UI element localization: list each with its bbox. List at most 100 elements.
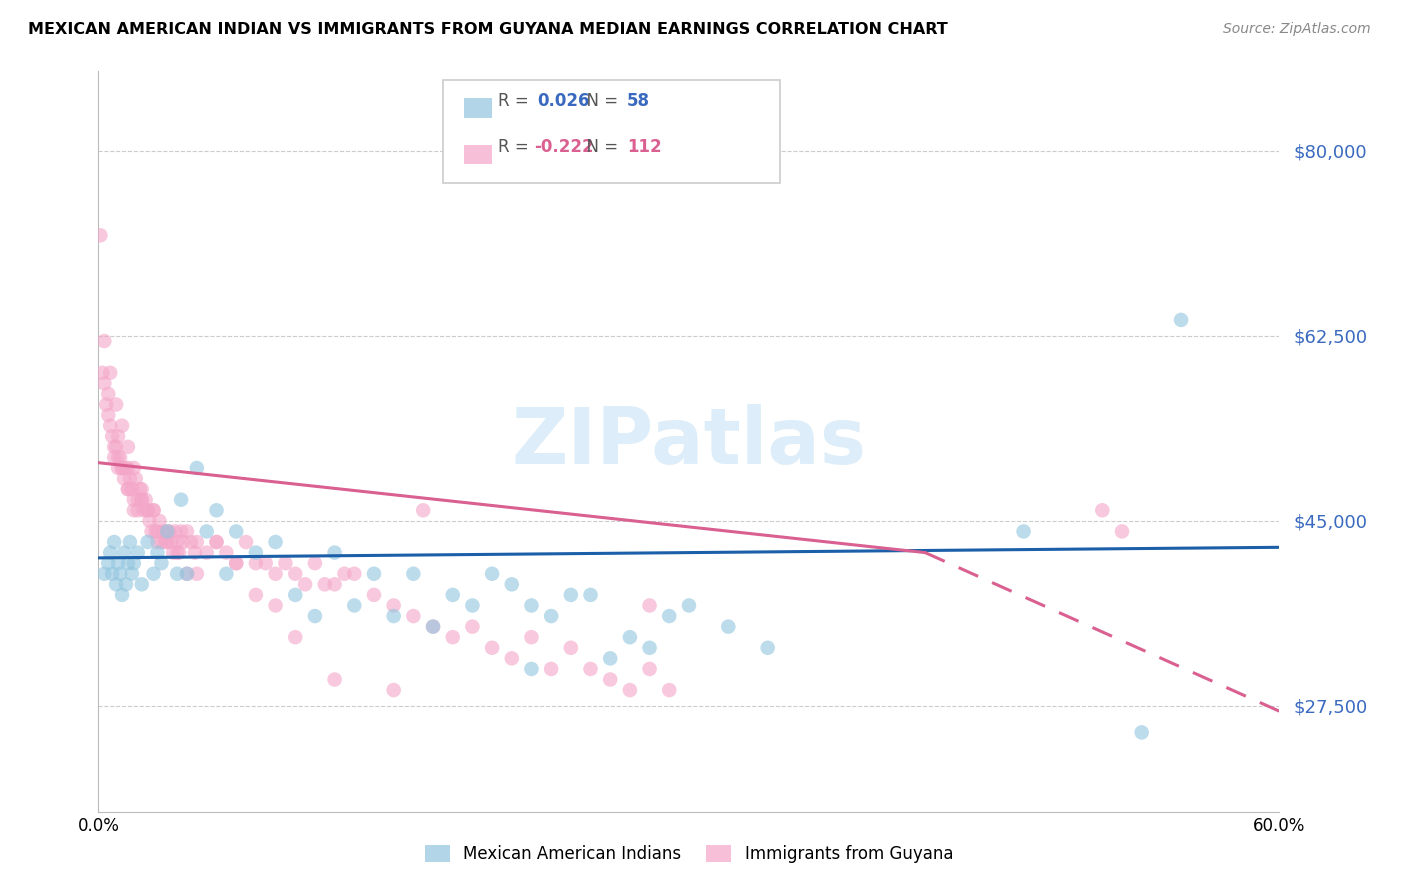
Point <box>441 630 464 644</box>
Point <box>128 482 150 496</box>
Point <box>579 662 602 676</box>
Point <box>111 461 134 475</box>
Point <box>156 535 179 549</box>
Point <box>172 535 194 549</box>
Point <box>101 566 124 581</box>
Point <box>117 440 139 454</box>
Point <box>152 524 174 539</box>
Point <box>118 535 141 549</box>
Point <box>166 566 188 581</box>
Point <box>363 566 385 581</box>
Point <box>1111 524 1133 539</box>
Point <box>91 366 114 380</box>
Point <box>136 535 159 549</box>
Point <box>122 503 145 517</box>
Point <box>205 535 228 549</box>
Point <box>184 546 207 560</box>
Point <box>146 546 169 560</box>
Point <box>599 651 621 665</box>
Point <box>142 503 165 517</box>
Point <box>314 577 336 591</box>
Point <box>131 577 153 591</box>
Point <box>156 524 179 539</box>
Point <box>205 503 228 517</box>
Point <box>225 524 247 539</box>
Text: Source: ZipAtlas.com: Source: ZipAtlas.com <box>1223 22 1371 37</box>
Point <box>461 619 484 633</box>
Point <box>131 492 153 507</box>
Text: 112: 112 <box>627 138 662 156</box>
Point <box>108 450 131 465</box>
Point <box>215 566 238 581</box>
Point <box>245 588 267 602</box>
Point <box>461 599 484 613</box>
Point <box>145 524 167 539</box>
Point <box>284 588 307 602</box>
Point <box>363 588 385 602</box>
Point <box>264 535 287 549</box>
Point <box>658 609 681 624</box>
Point <box>599 673 621 687</box>
Point <box>422 619 444 633</box>
Point <box>176 524 198 539</box>
Point <box>111 418 134 433</box>
Point <box>127 546 149 560</box>
Point <box>264 566 287 581</box>
Point <box>118 472 141 486</box>
Point <box>142 503 165 517</box>
Point <box>146 535 169 549</box>
Point <box>520 662 543 676</box>
Point <box>382 683 405 698</box>
Point <box>560 588 582 602</box>
Point <box>122 461 145 475</box>
Point <box>117 461 139 475</box>
Point <box>93 566 115 581</box>
Point <box>294 577 316 591</box>
Point <box>117 482 139 496</box>
Text: R =: R = <box>498 92 534 110</box>
Point <box>619 630 641 644</box>
Point <box>105 440 128 454</box>
Point <box>520 599 543 613</box>
Point <box>304 556 326 570</box>
Point <box>215 546 238 560</box>
Point <box>96 398 118 412</box>
Point <box>166 535 188 549</box>
Point <box>97 408 120 422</box>
Point <box>160 535 183 549</box>
Point <box>142 566 165 581</box>
Point <box>195 546 218 560</box>
Point <box>205 535 228 549</box>
Point <box>481 640 503 655</box>
Point <box>579 588 602 602</box>
Point <box>1012 524 1035 539</box>
Point <box>402 609 425 624</box>
Point <box>105 398 128 412</box>
Point <box>127 503 149 517</box>
Point <box>122 492 145 507</box>
Point <box>560 640 582 655</box>
Point <box>1170 313 1192 327</box>
Text: 58: 58 <box>627 92 650 110</box>
Point <box>658 683 681 698</box>
Point <box>162 546 184 560</box>
Point <box>422 619 444 633</box>
Point <box>402 566 425 581</box>
Point <box>98 546 121 560</box>
Point <box>717 619 740 633</box>
Point <box>141 524 163 539</box>
Point <box>254 556 277 570</box>
Point <box>148 514 170 528</box>
Point <box>264 599 287 613</box>
Point <box>323 577 346 591</box>
Point <box>131 492 153 507</box>
Text: N =: N = <box>576 138 624 156</box>
Point <box>111 588 134 602</box>
Text: N =: N = <box>576 92 624 110</box>
Point <box>195 524 218 539</box>
Point <box>412 503 434 517</box>
Point <box>501 577 523 591</box>
Point <box>112 472 135 486</box>
Point <box>1091 503 1114 517</box>
Text: R =: R = <box>498 138 534 156</box>
